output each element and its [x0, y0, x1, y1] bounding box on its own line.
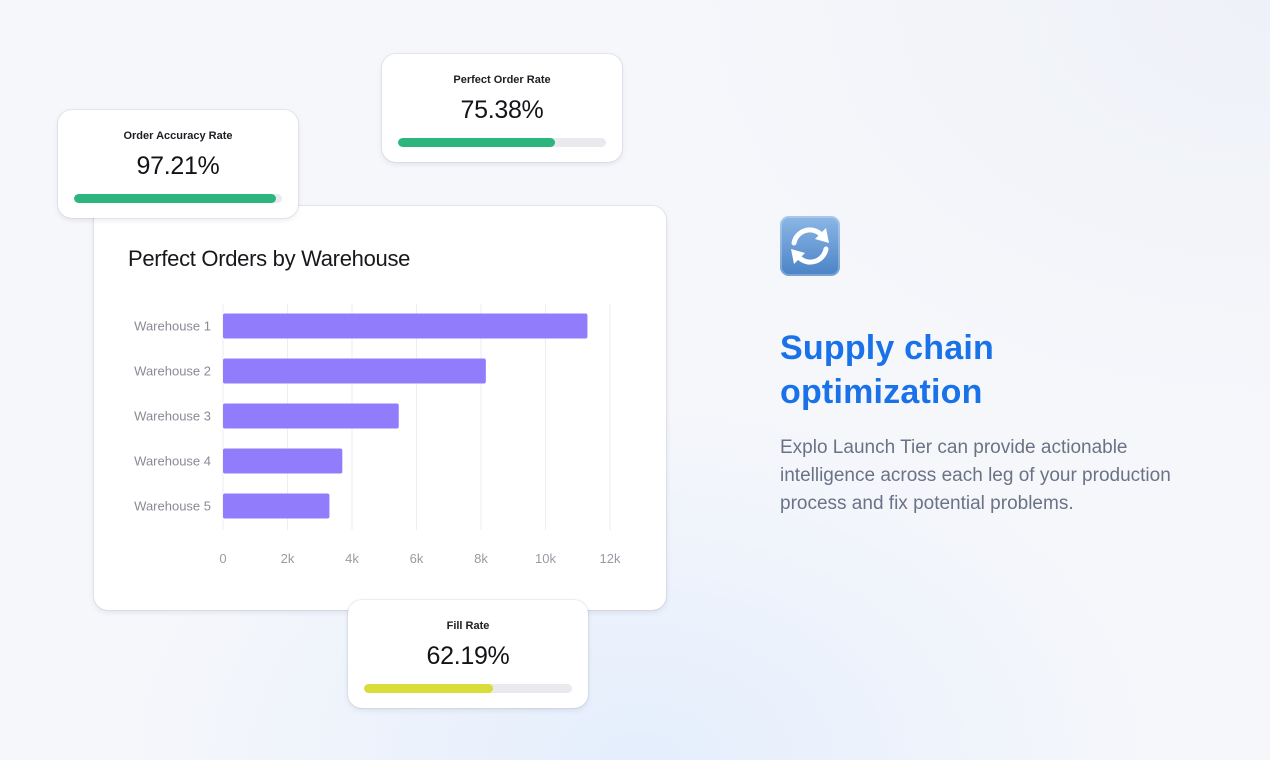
kpi-title: Order Accuracy Rate [123, 130, 233, 142]
x-tick-label: 4k [345, 551, 359, 566]
category-label: Warehouse 5 [134, 499, 211, 514]
feature-description: Explo Launch Tier can provide actionable… [780, 437, 1171, 514]
progress-track [74, 194, 282, 203]
x-tick-label: 6k [410, 551, 424, 566]
bar-chart: 0 2k 4k 6k 8k 10k 12k Warehouse 1 Warehouse 2 War… [134, 304, 621, 566]
x-tick-label: 2k [281, 551, 295, 566]
bar [223, 493, 330, 519]
chart-card: Perfect Orders by Warehouse 0 2k 4k 6k 8k 10k… [94, 206, 666, 610]
x-tick-label: 0 [219, 551, 226, 566]
counterclockwise-arrows-icon [780, 216, 840, 276]
x-tick-label: 10k [535, 551, 556, 566]
feature-title: Supply chain optimization [780, 329, 994, 411]
x-tick-label: 8k [474, 551, 488, 566]
progress-track [398, 138, 606, 147]
perfect-order-kpi-card: Perfect Order Rate 75.38% [382, 54, 622, 162]
chart-title: Perfect Orders by Warehouse [128, 246, 411, 271]
progress-fill [398, 138, 555, 147]
x-tick-label: 12k [600, 551, 621, 566]
bar [223, 358, 486, 384]
fill-rate-kpi-card: Fill Rate 62.19% [348, 600, 588, 708]
kpi-value: 62.19% [426, 642, 510, 670]
category-label: Warehouse 4 [134, 454, 211, 469]
category-label: Warehouse 1 [134, 319, 211, 334]
kpi-value: 75.38% [460, 96, 544, 124]
order-accuracy-kpi-card: Order Accuracy Rate 97.21% [58, 110, 298, 218]
kpi-value: 97.21% [136, 152, 220, 180]
bar [223, 403, 399, 429]
bar [223, 448, 343, 474]
category-label: Warehouse 2 [134, 364, 211, 379]
bar [223, 313, 588, 339]
kpi-title: Fill Rate [446, 620, 490, 632]
category-label: Warehouse 3 [134, 409, 211, 424]
progress-fill [364, 684, 494, 693]
progress-fill [74, 194, 277, 203]
progress-track [364, 684, 572, 693]
kpi-title: Perfect Order Rate [453, 74, 551, 86]
